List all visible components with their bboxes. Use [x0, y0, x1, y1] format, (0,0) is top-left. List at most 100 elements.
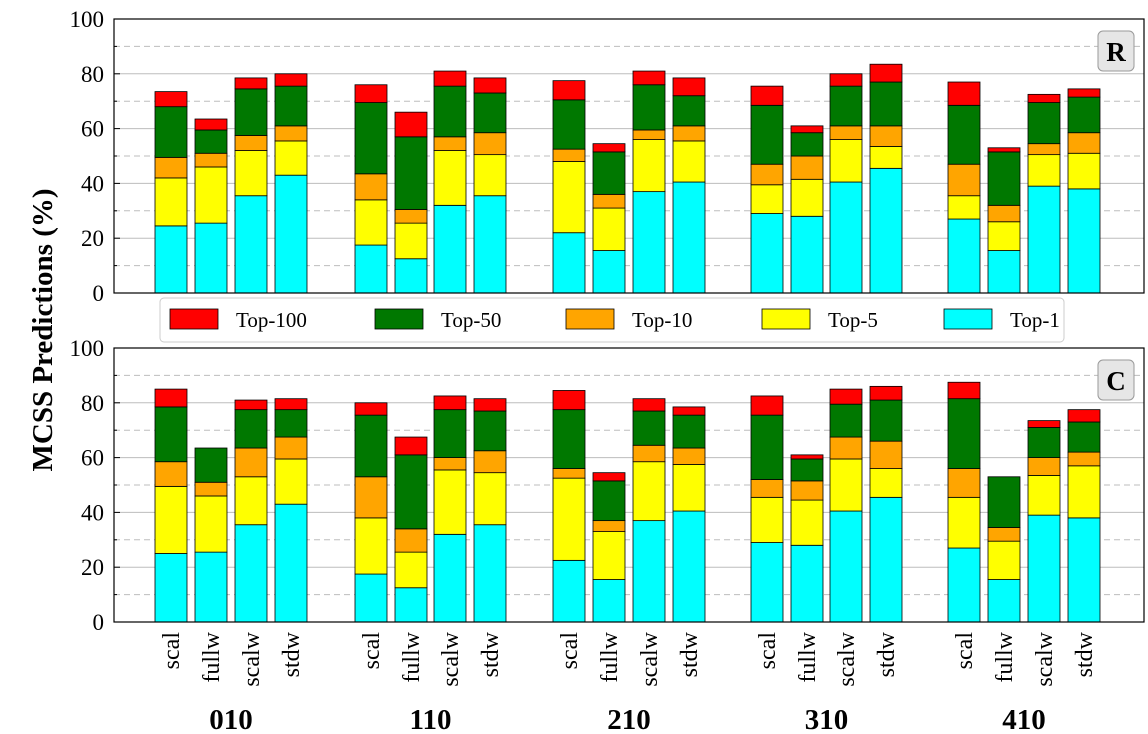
bar-top-10-410-scal [947, 163, 981, 197]
bar-top-1-010-scal [154, 553, 188, 623]
x-tick-label-410-fullw: fullw [992, 631, 1018, 682]
bar-top-1-010-stdw [274, 503, 308, 623]
bar-top-50-010-scalw [234, 409, 268, 449]
bar-top-1-410-fullw [987, 579, 1021, 623]
bar-top-100-010-scalw [234, 77, 268, 90]
bar-top-50-210-scalw [632, 410, 666, 446]
bar-top-5-210-fullw [592, 207, 626, 251]
bar-top-5-010-scal [154, 485, 188, 554]
bar-top-10-010-fullw [194, 481, 228, 497]
bar-top-5-310-fullw [790, 499, 824, 546]
bar-top-1-310-stdw [869, 496, 903, 623]
bar-top-1-110-scalw [433, 533, 467, 623]
bar-top-1-010-fullw [194, 551, 228, 623]
x-tick-label-210-scalw: scalw [637, 631, 663, 686]
bar-top-5-010-fullw [194, 495, 228, 553]
bar-top-5-410-stdw [1067, 152, 1101, 190]
bar-top-5-210-scal [552, 161, 586, 234]
bar-top-5-310-scalw [829, 139, 863, 183]
bar-top-1-210-scalw [632, 191, 666, 294]
legend-label-top-1: Top-1 [1010, 308, 1060, 332]
bar-top-5-210-fullw [592, 531, 626, 580]
bar-top-10-410-fullw [987, 527, 1021, 542]
bar-top-5-410-scalw [1027, 475, 1061, 516]
bar-top-5-010-stdw [274, 140, 308, 176]
legend-label-top-100: Top-100 [236, 308, 307, 332]
bar-top-50-310-fullw [790, 132, 824, 157]
bar-top-100-310-stdw [869, 63, 903, 83]
legend-label-top-5: Top-5 [828, 308, 878, 332]
bar-top-1-010-stdw [274, 174, 308, 294]
bar-top-1-310-scalw [829, 510, 863, 623]
bar-top-50-110-scal [354, 102, 388, 175]
bar-top-100-310-scal [750, 395, 784, 416]
bar-top-5-010-scal [154, 177, 188, 227]
bar-top-50-110-scalw [433, 409, 467, 458]
bar-top-5-110-fullw [394, 551, 428, 589]
x-axis-labels: scal fullw scalw stdw 010 scal fullw scalw stdw 1… [159, 631, 1098, 734]
panel-tag-box [1097, 30, 1135, 72]
bar-top-50-210-stdw [672, 414, 706, 449]
bar-top-10-010-stdw [274, 125, 308, 142]
bar-top-10-210-stdw [672, 125, 706, 142]
y-tick-label: 40 [81, 171, 104, 196]
panel-c-plot: 0 20 40 60 80 100 C [70, 336, 1145, 635]
bar-top-10-010-scalw [234, 135, 268, 151]
bar-top-1-410-scalw [1027, 514, 1061, 623]
bar-top-100-010-scalw [234, 399, 268, 411]
bar-top-50-110-stdw [473, 410, 507, 452]
bar-top-100-110-stdw [473, 398, 507, 412]
bar-top-1-310-scal [750, 213, 784, 294]
bar-top-10-110-fullw [394, 209, 428, 224]
bar-top-50-110-fullw [394, 454, 428, 530]
bar-top-10-210-scalw [632, 129, 666, 140]
bar-top-100-310-scalw [829, 388, 863, 405]
bar-top-50-410-stdw [1067, 421, 1101, 453]
bar-top-1-210-fullw [592, 579, 626, 623]
bar-top-10-010-scal [154, 156, 188, 179]
bar-top-50-310-stdw [869, 81, 903, 127]
bar-top-1-310-fullw [790, 544, 824, 623]
bar-top-50-310-scal [750, 414, 784, 480]
y-tick-label: 20 [81, 555, 104, 580]
bar-top-100-210-fullw [592, 472, 626, 482]
bar-top-5-210-scalw [632, 139, 666, 193]
x-tick-label-410-scalw: scalw [1032, 631, 1058, 686]
bar-top-50-010-stdw [274, 85, 308, 127]
bar-top-10-010-scal [154, 461, 188, 487]
x-tick-label-210-stdw: stdw [677, 631, 703, 677]
bar-top-50-410-fullw [987, 151, 1021, 206]
x-tick-label-010-fullw: fullw [199, 631, 225, 682]
bar-top-100-210-stdw [672, 77, 706, 97]
y-tick-label: 100 [70, 336, 105, 361]
bar-top-5-010-scalw [234, 476, 268, 526]
bar-top-100-210-fullw [592, 143, 626, 153]
bar-top-5-110-scalw [433, 150, 467, 206]
bar-top-100-110-scal [354, 84, 388, 103]
bar-top-50-110-scal [354, 414, 388, 478]
bar-top-10-410-scal [947, 468, 981, 498]
bar-top-100-110-fullw [394, 111, 428, 138]
bar-top-10-310-scal [750, 163, 784, 186]
bar-top-100-010-stdw [274, 73, 308, 87]
group-label-110: 110 [410, 704, 452, 734]
bar-top-100-310-scal [750, 85, 784, 106]
bar-top-10-310-stdw [869, 125, 903, 147]
x-tick-label-010-stdw: stdw [279, 631, 305, 677]
bar-top-100-210-stdw [672, 406, 706, 416]
bar-top-50-310-fullw [790, 458, 824, 482]
bar-top-50-010-fullw [194, 447, 228, 483]
bar-top-10-210-scal [552, 148, 586, 162]
bar-top-100-110-scal [354, 402, 388, 416]
panel-tag-c: C [1106, 366, 1126, 396]
bar-top-100-310-stdw [869, 385, 903, 401]
panel-tag-box [1097, 359, 1135, 401]
bar-top-1-110-stdw [473, 524, 507, 623]
bar-top-1-110-scalw [433, 204, 467, 294]
y-tick-label: 100 [70, 7, 105, 32]
bar-top-5-110-scal [354, 199, 388, 246]
bar-top-50-010-scal [154, 406, 188, 463]
x-tick-label-310-fullw: fullw [795, 631, 821, 682]
bar-top-1-310-scal [750, 542, 784, 623]
bar-top-10-410-scalw [1027, 457, 1061, 476]
